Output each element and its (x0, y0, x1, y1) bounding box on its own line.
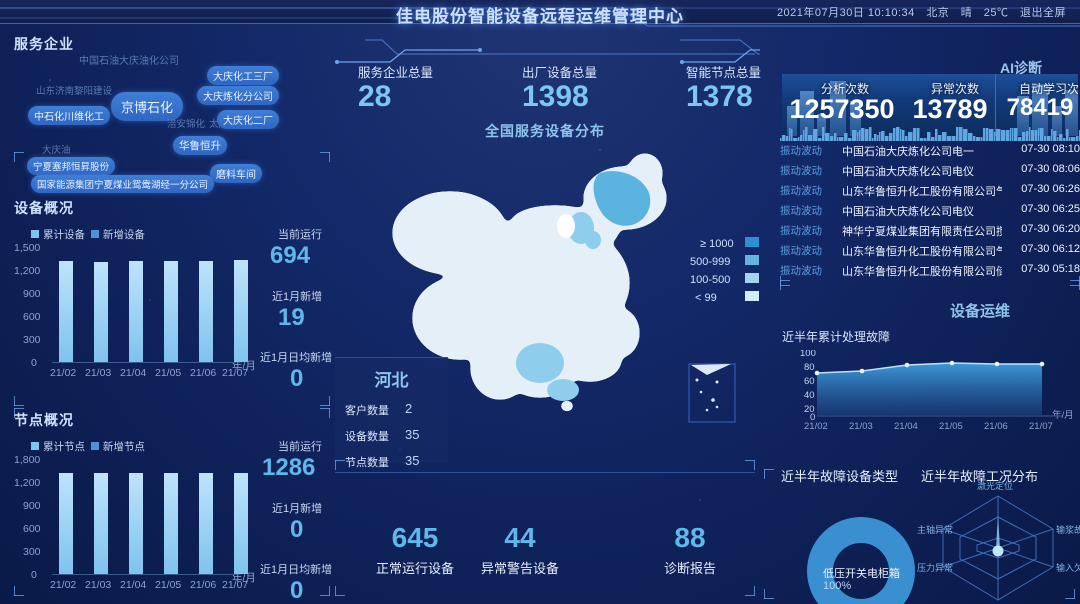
svg-text:年/月: 年/月 (1052, 409, 1074, 421)
svg-text:21/04: 21/04 (894, 421, 918, 432)
svg-text:100: 100 (800, 350, 816, 359)
svg-text:输浆故障: 输浆故障 (1056, 524, 1080, 535)
svg-text:21/05: 21/05 (939, 421, 963, 432)
svg-text:21/02: 21/02 (804, 421, 828, 432)
svg-text:激光定位: 激光定位 (977, 480, 1013, 491)
svg-text:21/07: 21/07 (1029, 421, 1053, 432)
svg-text:21/06: 21/06 (984, 421, 1008, 432)
svg-text:60: 60 (804, 376, 815, 387)
svg-text:21/03: 21/03 (849, 421, 873, 432)
svg-text:80: 80 (804, 362, 815, 373)
svg-text:压力异常: 压力异常 (917, 562, 953, 573)
svg-text:40: 40 (804, 390, 815, 401)
svg-text:主轴异常: 主轴异常 (917, 524, 953, 535)
